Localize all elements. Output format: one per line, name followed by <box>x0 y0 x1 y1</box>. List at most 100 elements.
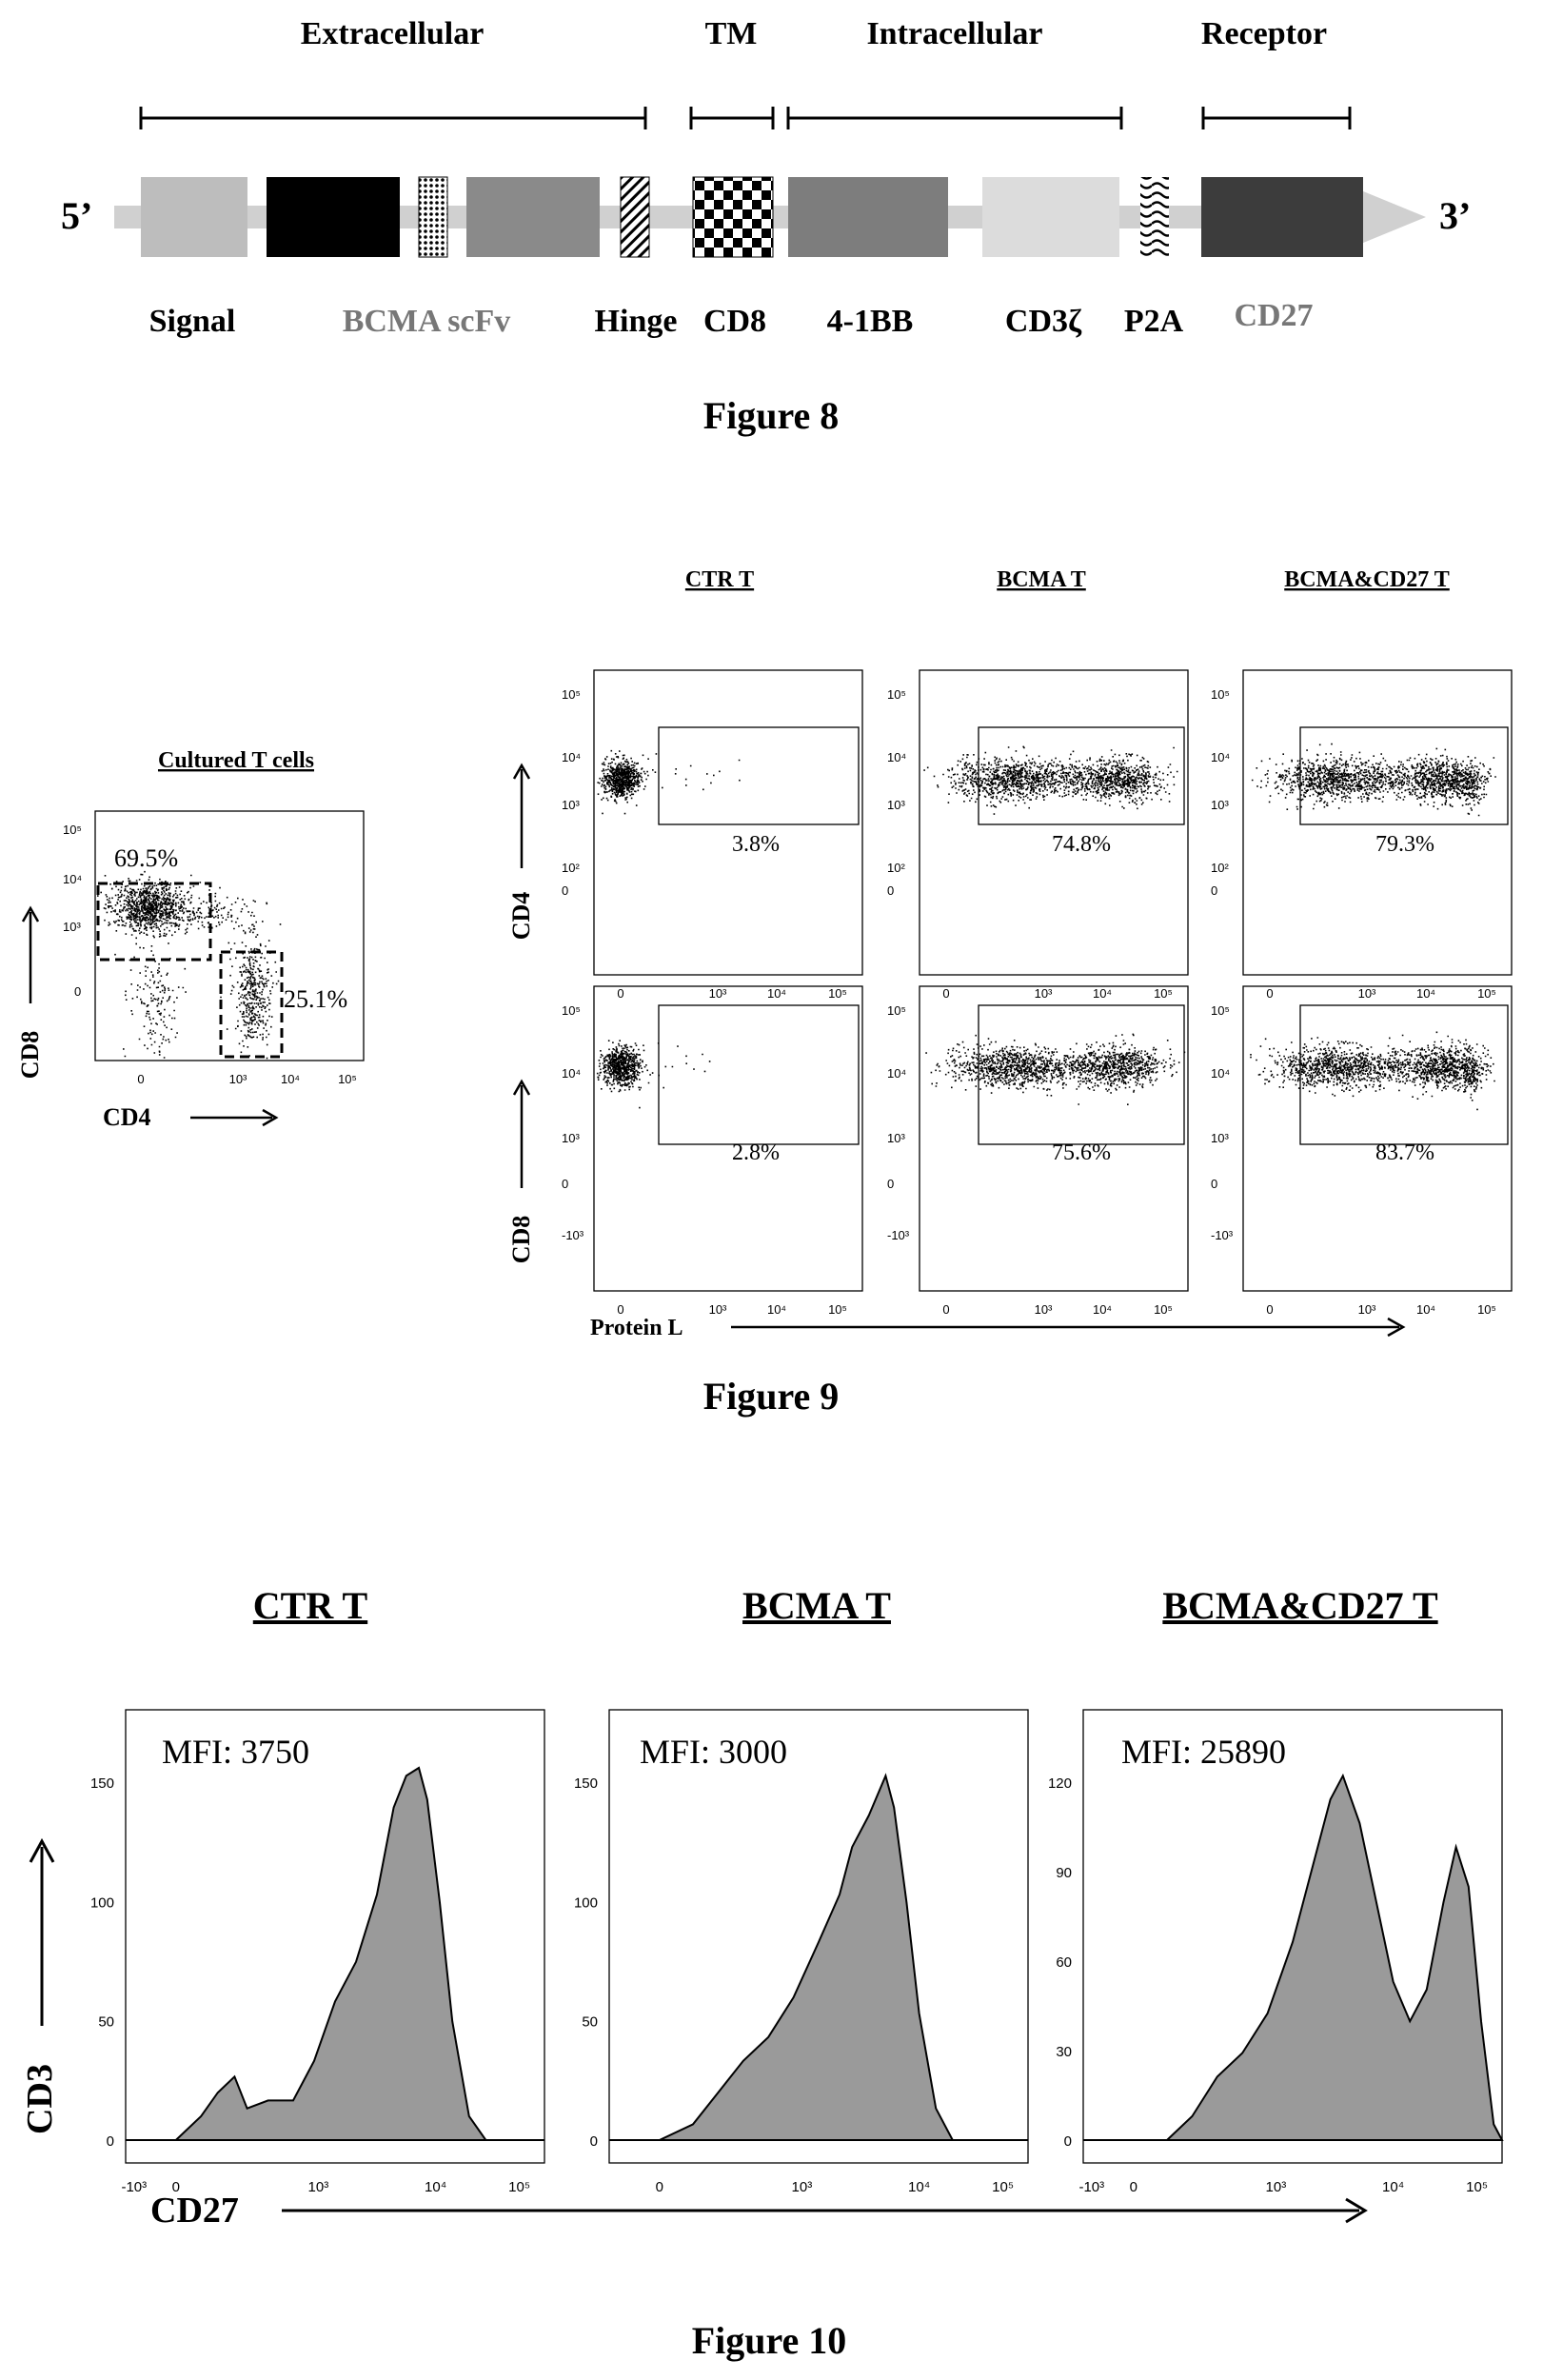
histogram-panel-1: 150 100 50 0 0 10³ 10⁴ 10⁵ <box>574 1709 1029 2195</box>
protein-l-gate <box>658 1004 860 1145</box>
histogram-title-ctr-t: CTR T <box>253 1584 368 1627</box>
x-tick-label: 10⁵ <box>1154 1302 1173 1317</box>
histogram-x-tick: 10⁵ <box>508 2179 530 2195</box>
histogram-x-tick: 10³ <box>1266 2179 1287 2195</box>
y-tick-label: 10² <box>1211 861 1229 875</box>
cultured-t-cells-frame <box>94 810 365 1061</box>
protein-l-gate <box>1299 1004 1509 1145</box>
y-tick-label: 10⁵ <box>1211 1003 1230 1018</box>
mfi-label-ctr-t: MFI: 3750 <box>162 1733 309 1771</box>
x-tick-label: 10³ <box>709 1302 727 1317</box>
column-title-ctr-t: CTR T <box>685 567 754 592</box>
row-label-cd8: CD8 <box>507 1216 535 1264</box>
side-y-tick: 10⁴ <box>63 872 82 886</box>
cultured-t-cells-plot: Cultured T cells 69.5% 25.1% 10⁵ 10⁴ 10³… <box>16 748 365 1131</box>
flow-panel-r1-c1: 75.6% 10⁵ 10⁴ 10³ 0 -10³ 0 10³ 10⁴ 10⁵ <box>887 985 1189 1317</box>
figure-8-caption: Figure 8 <box>703 394 840 437</box>
x-tick-label: 10⁵ <box>1477 1302 1496 1317</box>
side-x-tick: 10⁴ <box>281 1072 300 1086</box>
histogram-y-tick: 50 <box>582 2014 598 2031</box>
event-dots <box>964 753 1158 806</box>
y-tick-label: 10⁴ <box>1211 750 1230 764</box>
side-y-axis-arrowhead <box>21 905 40 922</box>
figure-9-caption: Figure 9 <box>703 1375 840 1418</box>
cd3-axis-label: CD3 <box>20 2064 60 2134</box>
side-y-axis-label: CD8 <box>16 1031 44 1080</box>
histogram-y-tick: 0 <box>1064 2133 1072 2150</box>
gate-percent: 75.6% <box>1052 1140 1111 1165</box>
x-tick-label: 10⁴ <box>1093 986 1112 1001</box>
y-tick-label: 10⁴ <box>887 1066 906 1081</box>
histogram-title-bcma-t: BCMA T <box>742 1584 891 1627</box>
event-dots <box>923 745 1098 815</box>
side-x-tick: 0 <box>137 1072 144 1086</box>
gate-percent: 3.8% <box>732 832 780 857</box>
gate-percent: 83.7% <box>1375 1140 1434 1165</box>
y-tick-label: 10⁴ <box>1211 1066 1230 1081</box>
x-tick-label: 10³ <box>1358 986 1376 1001</box>
event-dots <box>119 882 282 935</box>
segment-label-signal: Signal <box>149 304 236 339</box>
histogram-x-tick: 10³ <box>308 2179 329 2195</box>
region-brackets <box>139 107 1352 129</box>
event-dots <box>1058 1033 1180 1105</box>
protein-l-gate <box>1299 726 1509 825</box>
event-dots <box>1377 747 1496 815</box>
cd8-gate-percent: 69.5% <box>114 844 178 872</box>
region-label-intracellular: Intracellular <box>866 16 1042 51</box>
side-y-tick: 10⁵ <box>63 823 82 837</box>
event-dots <box>97 856 209 949</box>
x-tick-label: 10⁴ <box>767 1302 786 1317</box>
column-title-bcma-cd27-t: BCMA&CD27 T <box>1284 567 1450 592</box>
histogram-x-tick: 10⁵ <box>1466 2179 1488 2195</box>
flow-panel-frame <box>1242 985 1513 1292</box>
bcma-scfv-vh-block <box>267 177 400 257</box>
x-tick-label: 10³ <box>1358 1302 1376 1317</box>
segment-label-cd3z: CD3ζ <box>1005 304 1082 339</box>
cd4-gate <box>219 950 284 1059</box>
x-tick-label: 0 <box>617 986 623 1001</box>
histogram-x-tick: 10⁴ <box>425 2179 446 2195</box>
cd27-histogram <box>1083 1773 1504 2141</box>
x-tick-label: 10⁴ <box>1416 1302 1435 1317</box>
y-tick-label: 0 <box>887 883 894 898</box>
flow-panel-frame <box>1242 669 1513 976</box>
histogram-frame <box>125 1709 545 2164</box>
histogram-x-tick: 10⁴ <box>1382 2179 1404 2195</box>
x-tick-label: 10⁴ <box>1093 1302 1112 1317</box>
side-x-axis-arrowhead <box>262 1108 279 1127</box>
cd27-histogram <box>126 1766 544 2141</box>
figure-8: Extracellular TM Intracellular Receptor … <box>61 16 1471 437</box>
y-tick-label: 10³ <box>1211 798 1229 812</box>
x-tick-label: 10⁵ <box>828 986 847 1001</box>
y-tick-label: 10³ <box>887 1131 905 1145</box>
figure-9: Cultured T cells 69.5% 25.1% 10⁵ 10⁴ 10³… <box>16 567 1513 1418</box>
histogram-x-tick: 0 <box>1130 2179 1137 2195</box>
cd8-tm-block <box>692 176 774 258</box>
event-dots <box>1453 1044 1493 1111</box>
protein-l-gate <box>978 726 1185 825</box>
y-tick-label: 10⁴ <box>562 750 581 764</box>
histogram-y-tick: 50 <box>98 2014 114 2031</box>
event-dots <box>1282 754 1492 808</box>
row-label-cd4: CD4 <box>507 892 535 941</box>
flow-panel-r1-c2: 83.7% 10⁵ 10⁴ 10³ 0 -10³ 0 10³ 10⁴ 10⁵ <box>1211 985 1513 1317</box>
histogram-y-tick: 90 <box>1056 1865 1072 1881</box>
segment-label-p2a: P2A <box>1124 304 1184 339</box>
y-tick-label: 10³ <box>562 1131 580 1145</box>
y-tick-label: -10³ <box>1211 1228 1234 1242</box>
y-tick-label: 10⁵ <box>562 687 581 702</box>
histogram-y-tick: 120 <box>1048 1775 1072 1792</box>
x-tick-label: 10⁵ <box>1477 986 1496 1001</box>
histogram-x-tick: -10³ <box>1078 2179 1104 2195</box>
segment-label-cd8: CD8 <box>703 304 766 339</box>
x-tick-label: 0 <box>1266 986 1273 1001</box>
side-x-tick: 10³ <box>229 1072 247 1086</box>
histogram-y-tick: 150 <box>90 1775 114 1792</box>
histogram-y-tick: 100 <box>90 1894 114 1911</box>
y-tick-label: 10⁵ <box>1211 687 1230 702</box>
x-tick-label: 10³ <box>709 986 727 1001</box>
event-dots <box>114 933 187 1059</box>
flow-panel-frame <box>593 669 863 976</box>
